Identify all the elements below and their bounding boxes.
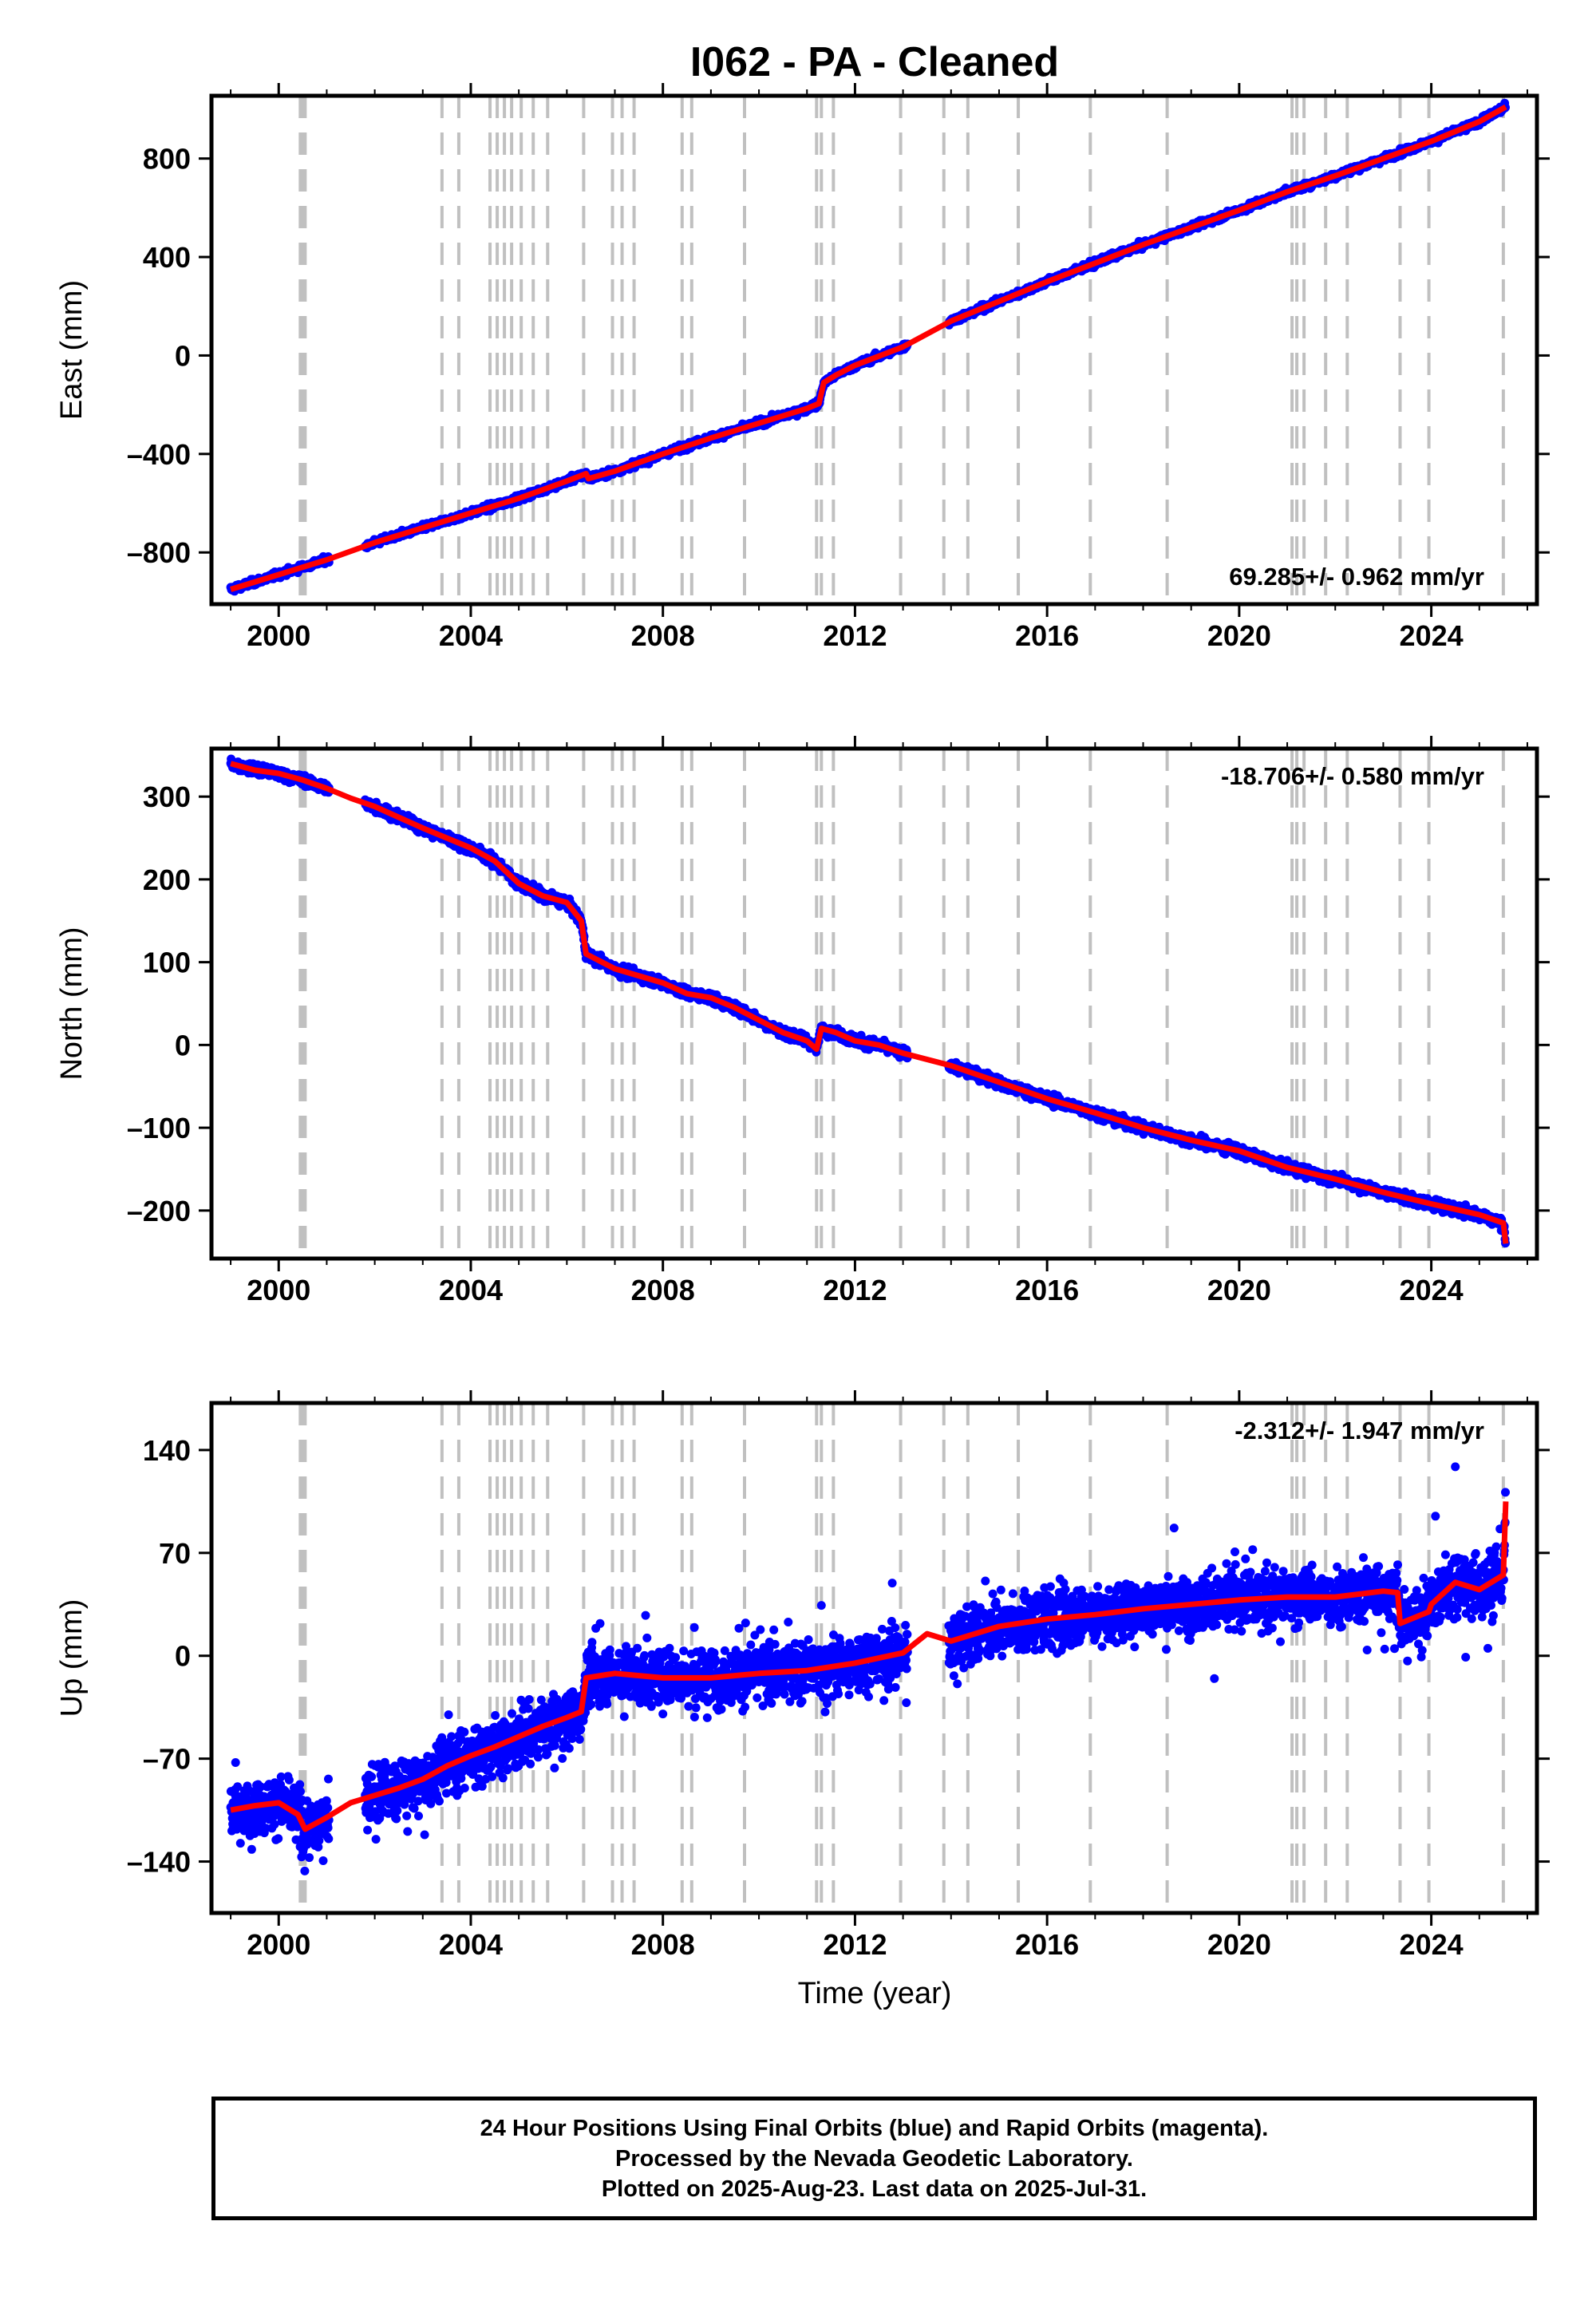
y-tick-label: 400	[143, 241, 191, 274]
panel-2: 2000 2004 2008 2012 2016 2020 2024–200–1000100…	[55, 736, 1550, 1306]
plots-canvas: I062 - PA - Cleaned 2000 2004 2008 2012 2016…	[55, 39, 1550, 2010]
y-tick-label: –800	[127, 536, 191, 569]
chart-title: I062 - PA - Cleaned	[690, 39, 1059, 85]
x-tick-label: 2024	[1400, 619, 1464, 652]
x-tick-label: 2004	[439, 619, 503, 652]
x-tick-label: 2000	[247, 619, 310, 652]
model-line	[230, 104, 1507, 592]
plot-area	[226, 96, 1510, 604]
rate-label: 69.285+/- 0.962 mm/yr	[1229, 563, 1484, 591]
y-tick-label: 800	[143, 143, 191, 176]
panels: 2000 2004 2008 2012 2016 2020 2024 –800 –400 0 400…	[55, 83, 1550, 2010]
y-tick-label: –400	[127, 438, 191, 471]
x-tick-label: 2008	[631, 619, 695, 652]
series-points	[226, 98, 1510, 596]
x-tick-label: 2020	[1207, 619, 1271, 652]
y-axis-label: East (mm)	[55, 280, 89, 420]
panel-1: 2000 2004 2008 2012 2016 2020 2024 –800 –400 0 400…	[55, 83, 1550, 652]
plot-area	[226, 749, 1510, 1259]
y-tick-label: 0	[175, 339, 191, 372]
x-tick-label: 2012	[823, 619, 887, 652]
plot-frame	[209, 93, 1539, 607]
x-tick-label: 2016	[1015, 619, 1079, 652]
